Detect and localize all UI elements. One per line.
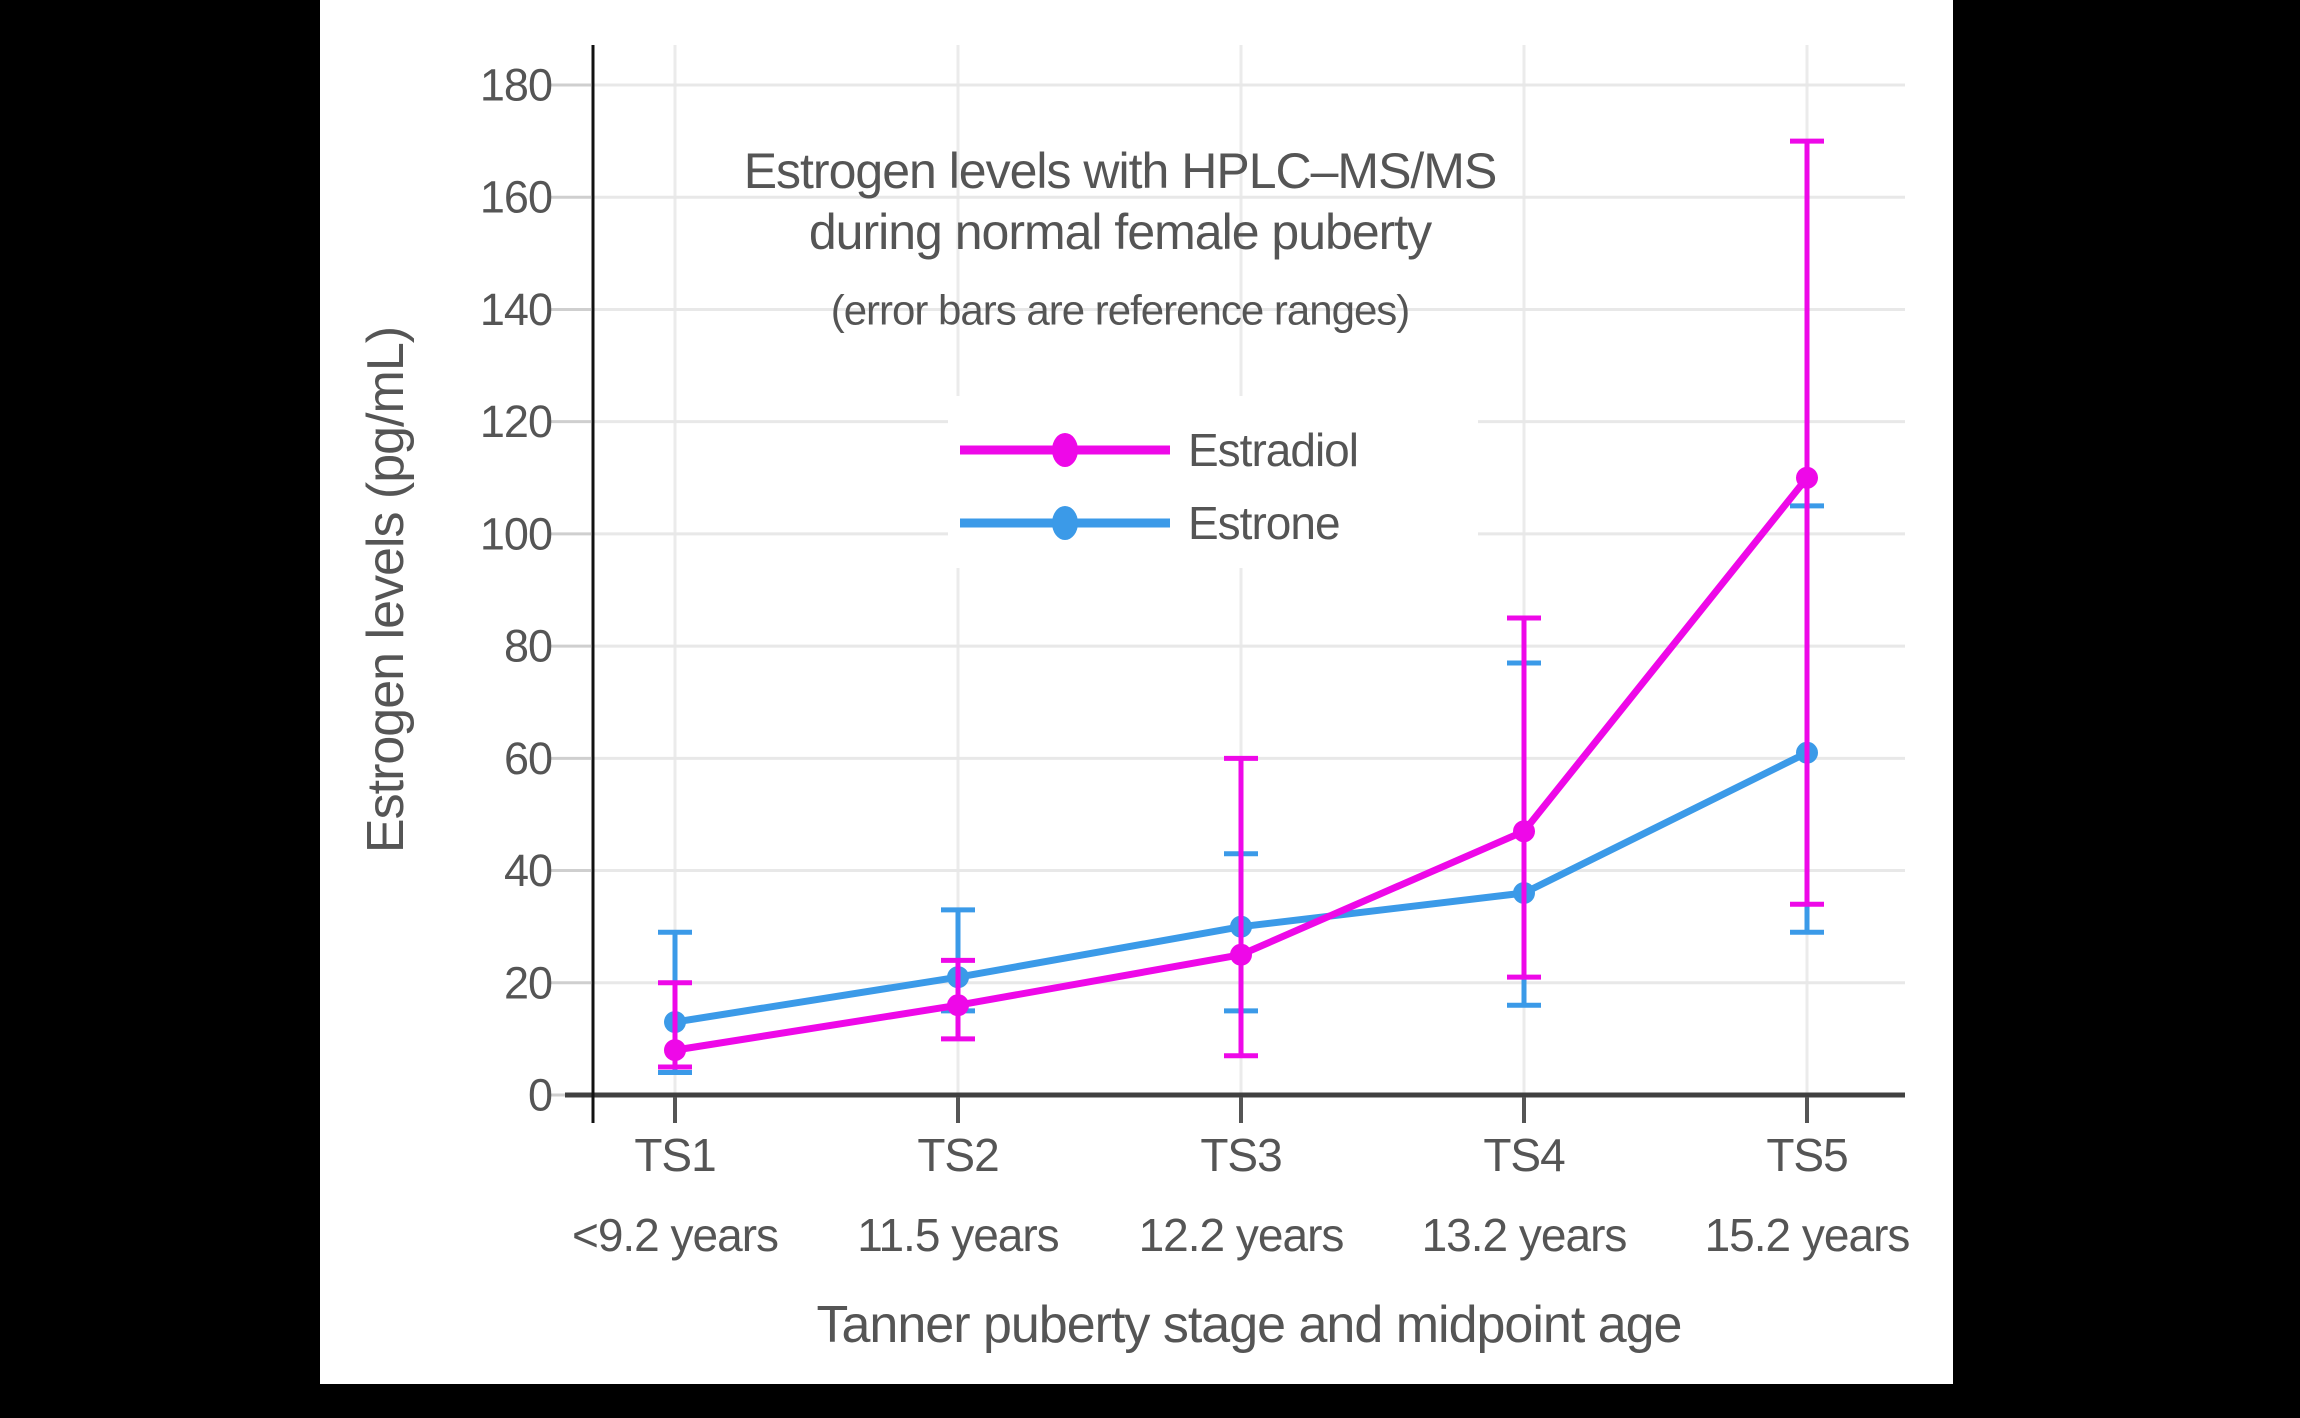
x-sublabel-TS2: 11.5 years	[857, 1209, 1058, 1261]
x-axis-label: Tanner puberty stage and midpoint age	[817, 1296, 1682, 1354]
x-sublabel-TS1: <9.2 years	[572, 1209, 778, 1261]
y-tick-labels: 0 20 40 60 80 100 120 140 160 180	[480, 60, 553, 1121]
y-tick-label-120: 120	[480, 396, 552, 447]
x-tick-marks	[673, 1097, 1809, 1123]
y-tick-label-60: 60	[504, 733, 552, 784]
estradiol-marker-TS5	[1796, 466, 1818, 489]
legend-item-estradiol: Estradiol	[960, 424, 1359, 476]
y-tick-label-180: 180	[480, 60, 552, 111]
x-tick-label-TS5: TS5	[1766, 1129, 1847, 1181]
y-tick-label-140: 140	[480, 284, 552, 335]
y-tick-label-100: 100	[480, 508, 552, 559]
legend-background	[948, 396, 1478, 568]
chart-title-line-1: Estrogen levels with HPLC–MS/MS	[744, 143, 1497, 199]
y-axis-label: Estrogen levels (pg/mL)	[357, 327, 415, 853]
x-sublabel-TS3: 12.2 years	[1139, 1209, 1344, 1261]
estradiol-marker-TS4	[1513, 820, 1535, 843]
estradiol-marker-TS1	[664, 1039, 686, 1062]
y-tick-label-40: 40	[504, 845, 552, 896]
estradiol-swatch-marker	[1052, 433, 1078, 467]
chart-title-line-2: during normal female puberty	[809, 204, 1432, 260]
estradiol-errorbar-TS5	[1790, 138, 1824, 907]
x-sublabel-TS5: 15.2 years	[1705, 1209, 1910, 1261]
gridlines	[548, 45, 1905, 1097]
y-tick-label-0: 0	[528, 1070, 552, 1121]
legend-item-estrone: Estrone	[960, 497, 1341, 549]
estradiol-errorbar-TS4	[1507, 615, 1541, 980]
y-tick-label-80: 80	[504, 621, 552, 672]
estradiol-errorbar-TS3	[1224, 755, 1258, 1059]
estrone-swatch-marker	[1052, 506, 1078, 540]
legend-label-estrone: Estrone	[1188, 497, 1340, 549]
y-tick-label-160: 160	[480, 172, 552, 223]
x-tick-label-TS3: TS3	[1200, 1129, 1281, 1181]
legend: Estradiol Estrone	[948, 396, 1478, 568]
legend-label-estradiol: Estradiol	[1188, 424, 1358, 476]
x-tick-label-TS4: TS4	[1483, 1129, 1565, 1181]
x-sublabel-TS4: 13.2 years	[1422, 1209, 1627, 1261]
x-tick-labels: TS1 <9.2 years TS2 11.5 years TS3 12.2 years T…	[572, 1129, 1910, 1261]
series-estradiol	[658, 138, 1824, 1070]
y-tick-label-20: 20	[504, 957, 552, 1008]
chart-panel: 0 20 40 60 80 100 120 140 160 180 TS1 <9.2 years TS…	[320, 0, 1953, 1384]
data-series	[658, 138, 1824, 1076]
x-tick-label-TS2: TS2	[917, 1129, 998, 1181]
chart-subtitle: (error bars are reference ranges)	[831, 287, 1410, 334]
x-tick-label-TS1: TS1	[634, 1129, 715, 1181]
estradiol-marker-TS3	[1230, 943, 1252, 966]
estradiol-marker-TS2	[947, 994, 969, 1017]
